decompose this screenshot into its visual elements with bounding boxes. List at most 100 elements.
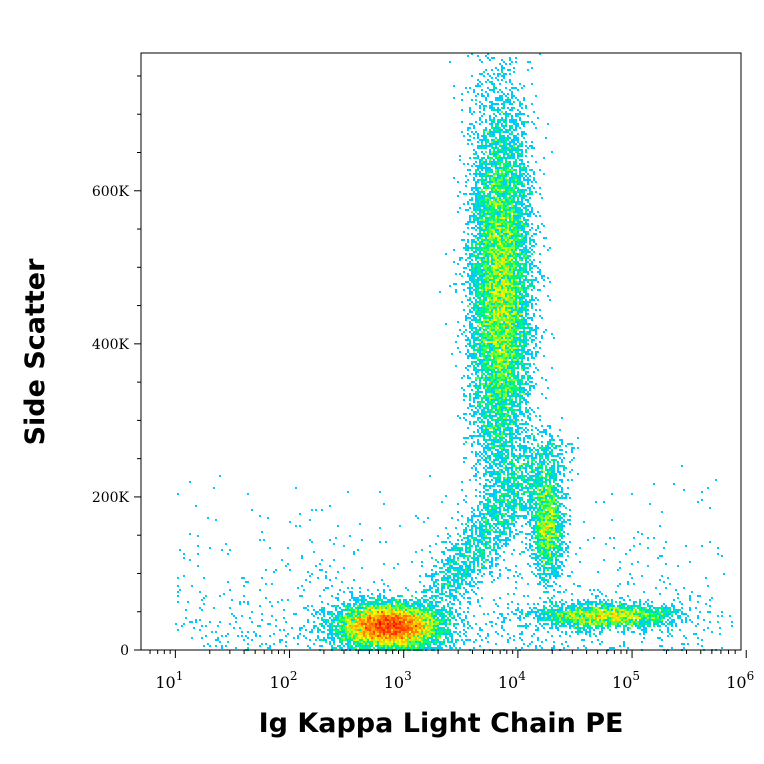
data-point (521, 225, 523, 227)
data-point (409, 617, 411, 619)
data-point (327, 635, 329, 637)
data-point (423, 625, 425, 627)
data-point (487, 285, 489, 287)
data-point (391, 635, 393, 637)
data-point (381, 627, 383, 629)
data-point (391, 625, 393, 627)
data-point (513, 331, 515, 333)
data-point (531, 145, 533, 147)
data-point (431, 609, 433, 611)
data-point (383, 613, 385, 615)
data-point (507, 315, 509, 317)
data-point (487, 181, 489, 183)
data-point (517, 377, 519, 379)
data-point (491, 267, 493, 269)
data-point (361, 645, 363, 647)
data-point (499, 371, 501, 373)
data-point (491, 293, 493, 295)
data-point (489, 315, 491, 317)
data-point (497, 219, 499, 221)
data-point (483, 431, 485, 433)
data-point (411, 627, 413, 629)
data-point (497, 421, 499, 423)
data-point (361, 627, 363, 629)
data-point (495, 279, 497, 281)
data-point (503, 525, 505, 527)
data-point (461, 109, 463, 111)
data-point (479, 179, 481, 181)
data-point (499, 345, 501, 347)
data-point (505, 353, 507, 355)
data-point (491, 345, 493, 347)
data-point (511, 165, 513, 167)
data-point (487, 243, 489, 245)
data-point (503, 73, 505, 75)
data-point (497, 507, 499, 509)
data-point (477, 273, 479, 275)
data-point (541, 393, 543, 395)
data-point (385, 597, 387, 599)
data-point (341, 639, 343, 641)
data-point (355, 635, 357, 637)
data-point (479, 195, 481, 197)
data-point (519, 191, 521, 193)
data-point (473, 215, 475, 217)
data-point (537, 227, 539, 229)
data-point (535, 343, 537, 345)
data-point (539, 215, 541, 217)
data-point (527, 395, 529, 397)
data-point (501, 505, 503, 507)
data-point (435, 609, 437, 611)
data-point (513, 403, 515, 405)
data-point (495, 155, 497, 157)
data-point (495, 357, 497, 359)
data-point (379, 599, 381, 601)
data-point (503, 301, 505, 303)
data-point (511, 411, 513, 413)
data-point (327, 629, 329, 631)
data-point (475, 327, 477, 329)
data-point (505, 291, 507, 293)
data-point (489, 353, 491, 355)
data-point (491, 447, 493, 449)
data-point (493, 133, 495, 135)
data-point (485, 255, 487, 257)
data-point (343, 635, 345, 637)
data-point (497, 399, 499, 401)
data-point (501, 123, 503, 125)
data-point (521, 151, 523, 153)
data-point (489, 393, 491, 395)
data-point (353, 641, 355, 643)
data-point (523, 429, 525, 431)
data-point (491, 147, 493, 149)
data-point (491, 343, 493, 345)
data-point (489, 253, 491, 255)
data-point (455, 627, 457, 629)
data-point (481, 431, 483, 433)
data-point (331, 625, 333, 627)
data-point (479, 407, 481, 409)
data-point (483, 215, 485, 217)
data-point (499, 169, 501, 171)
data-point (513, 381, 515, 383)
data-point (503, 437, 505, 439)
data-point (499, 335, 501, 337)
data-point (491, 223, 493, 225)
data-point (493, 127, 495, 129)
data-point (491, 417, 493, 419)
data-point (523, 137, 525, 139)
data-point (505, 349, 507, 351)
data-point (531, 121, 533, 123)
data-point (519, 319, 521, 321)
data-point (321, 623, 323, 625)
data-point (501, 217, 503, 219)
data-point (479, 245, 481, 247)
data-point (483, 429, 485, 431)
data-point (501, 139, 503, 141)
data-point (501, 69, 503, 71)
data-point (419, 639, 421, 641)
data-point (505, 293, 507, 295)
data-point (513, 475, 515, 477)
data-point (479, 339, 481, 341)
data-point (485, 287, 487, 289)
